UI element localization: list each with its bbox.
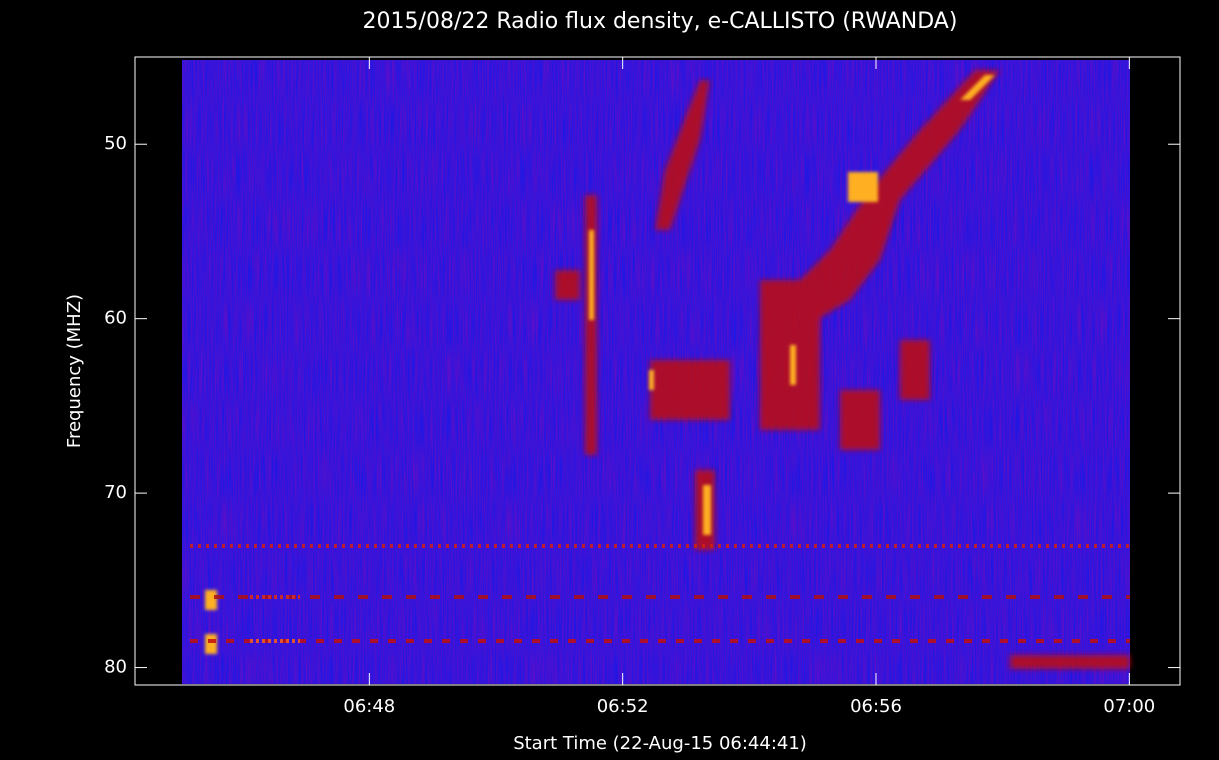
y-axis-label: Frequency (MHZ) — [64, 294, 85, 448]
spectrogram — [182, 60, 1130, 684]
y-tick-label: 80 — [104, 657, 127, 678]
y-tick-label: 60 — [104, 308, 127, 329]
chart-title: 2015/08/22 Radio flux density, e-CALLIST… — [363, 9, 958, 34]
x-tick-label: 06:52 — [597, 696, 649, 717]
x-tick-label: 06:48 — [343, 696, 395, 717]
x-tick-label: 06:56 — [850, 696, 902, 717]
x-axis-label: Start Time (22-Aug-15 06:44:41) — [513, 733, 807, 754]
y-tick-label: 50 — [104, 133, 127, 154]
y-tick-label: 70 — [104, 482, 127, 503]
x-tick-label: 07:00 — [1103, 696, 1155, 717]
chart: 2015/08/22 Radio flux density, e-CALLIST… — [0, 0, 1219, 760]
